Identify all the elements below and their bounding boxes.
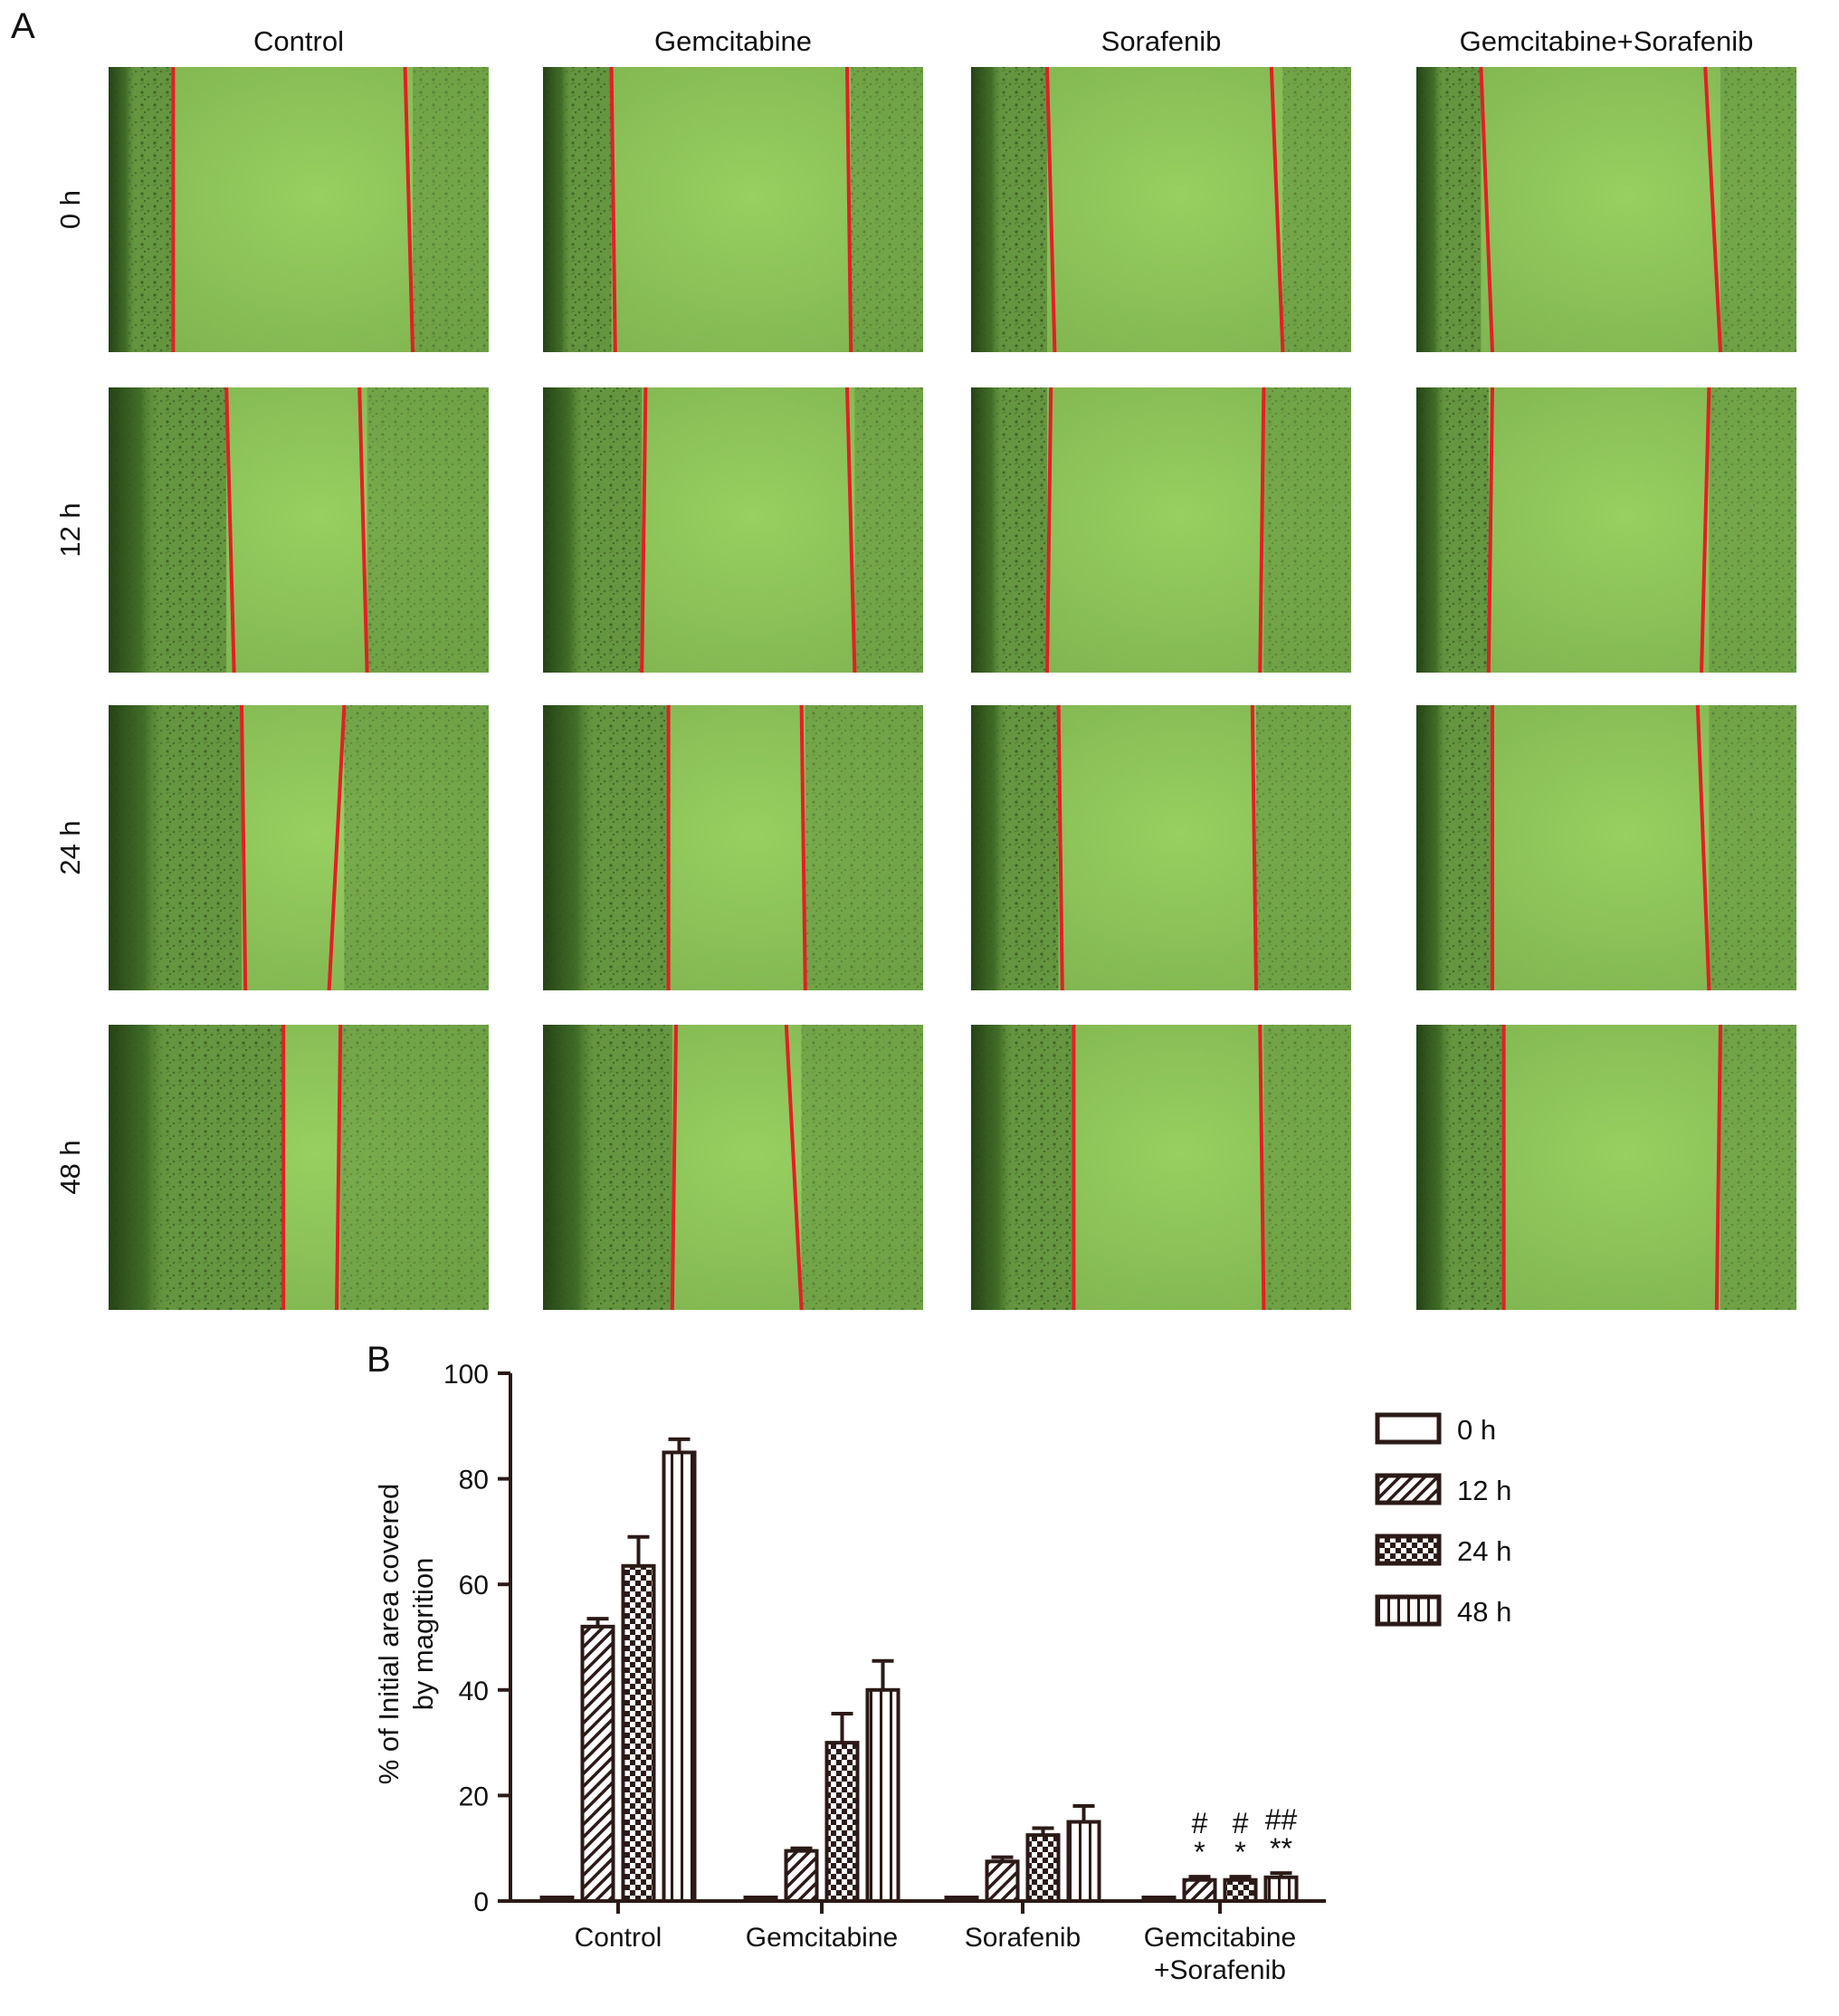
- column-header: Gemcitabine: [654, 25, 812, 57]
- scratch-line-right: [1258, 387, 1266, 674]
- bar: [1066, 1820, 1101, 1904]
- panel-a-label: A: [11, 6, 35, 46]
- legend-label: 12 h: [1457, 1475, 1511, 1506]
- column-header: Control: [253, 25, 344, 57]
- scratch-line-right: [1700, 387, 1711, 674]
- micrograph: [543, 66, 923, 353]
- row-headers: 0 h 12 h 24 h 48 h: [54, 190, 86, 1195]
- micrograph: [971, 66, 1351, 353]
- y-axis-title: % of Initial area coveredby magrition: [373, 1484, 439, 1785]
- micrograph: [109, 387, 489, 674]
- legend-label: 48 h: [1457, 1596, 1511, 1628]
- legend-label: 0 h: [1457, 1414, 1496, 1446]
- significance-mark: # *: [1233, 1807, 1249, 1868]
- micrograph: [971, 704, 1351, 991]
- bar: [1182, 1877, 1217, 1903]
- bar: [539, 1896, 575, 1903]
- y-tick-label: 100: [443, 1360, 489, 1390]
- micrograph: [1416, 704, 1796, 991]
- significance-mark: ## **: [1265, 1803, 1298, 1865]
- legend-swatch: [1375, 1412, 1442, 1445]
- row-header: 48 h: [54, 1140, 86, 1194]
- panel-b-label: B: [367, 1340, 391, 1380]
- row-header: 0 h: [54, 190, 86, 229]
- bar: [944, 1896, 979, 1903]
- micrograph: [971, 387, 1351, 674]
- row-header: 24 h: [54, 820, 86, 874]
- micrograph: [543, 387, 923, 674]
- legend-swatch: [1375, 1533, 1442, 1566]
- column-headers: Control Gemcitabine Sorafenib Gemcitabine+S…: [253, 25, 1753, 57]
- scratch-line-right: [1250, 704, 1258, 991]
- bar: [865, 1687, 900, 1904]
- scratch-line-left: [609, 66, 617, 353]
- x-tick-label: Control: [575, 1923, 662, 1953]
- bar: [1223, 1877, 1258, 1903]
- x-tick-label: Gemcitabine: [746, 1923, 898, 1953]
- micrograph: [1416, 1024, 1796, 1311]
- legend-swatch: [1375, 1594, 1442, 1627]
- column-header: Gemcitabine+Sorafenib: [1460, 25, 1754, 57]
- scratch-line-right: [1714, 1024, 1722, 1311]
- scratch-line-right: [1258, 1024, 1266, 1311]
- scratch-line-left: [640, 387, 648, 674]
- legend-swatch: [1375, 1473, 1442, 1505]
- bar: [1263, 1875, 1299, 1903]
- scratch-line-right: [1703, 66, 1722, 353]
- y-tick-label: 40: [459, 1677, 489, 1706]
- bar: [985, 1859, 1020, 1903]
- micrograph: [109, 66, 489, 353]
- scratch-line-right: [845, 66, 853, 353]
- micrograph: [543, 704, 923, 991]
- micrograph: [109, 1024, 489, 1311]
- scratch-line-left: [670, 1024, 678, 1311]
- scratch-line-left: [1056, 704, 1064, 991]
- scratch-line-left: [1045, 387, 1053, 674]
- scratch-line-right: [403, 66, 414, 353]
- micrograph: [109, 704, 489, 991]
- y-tick-label: 0: [473, 1887, 489, 1917]
- scratch-line-right: [357, 387, 369, 674]
- bar: [743, 1896, 778, 1903]
- scratch-line-left: [224, 387, 236, 674]
- y-tick-label: 80: [459, 1466, 489, 1495]
- row-header: 12 h: [54, 502, 86, 557]
- bar-chart: 0 20 40 60 80 100 % of Initial area coveredby …: [373, 1360, 1511, 1985]
- bar: [824, 1741, 860, 1903]
- y-tick-label: 60: [459, 1571, 489, 1600]
- scratch-line-right: [327, 704, 347, 991]
- scratch-line-left: [1486, 387, 1494, 674]
- bar: [784, 1849, 819, 1903]
- x-tick-label: Sorafenib: [965, 1923, 1081, 1953]
- scratch-line-right: [1695, 704, 1711, 991]
- micrograph-grid: [109, 66, 1796, 1311]
- micrograph: [971, 1024, 1351, 1311]
- bar: [621, 1563, 656, 1904]
- significance-mark: # *: [1192, 1807, 1208, 1868]
- micrograph: [543, 1024, 923, 1311]
- legend-label: 24 h: [1457, 1535, 1511, 1567]
- bar: [1025, 1833, 1061, 1903]
- x-tick-label: Gemcitabine +Sorafenib: [1144, 1923, 1296, 1985]
- scratch-line-right: [335, 1024, 343, 1311]
- scratch-line-left: [240, 704, 248, 991]
- micrograph: [1416, 66, 1796, 353]
- scratch-line-right: [799, 704, 807, 991]
- bar: [1141, 1896, 1177, 1903]
- column-header: Sorafenib: [1101, 25, 1222, 57]
- micrograph: [1416, 387, 1796, 674]
- scratch-line-left: [1045, 66, 1057, 353]
- bar: [580, 1624, 615, 1903]
- scratch-line-right: [784, 1024, 804, 1311]
- scratch-line-left: [1479, 66, 1494, 353]
- y-tick-label: 20: [459, 1782, 489, 1811]
- scratch-line-right: [845, 387, 857, 674]
- bar: [662, 1450, 697, 1903]
- scratch-line-right: [1269, 66, 1285, 353]
